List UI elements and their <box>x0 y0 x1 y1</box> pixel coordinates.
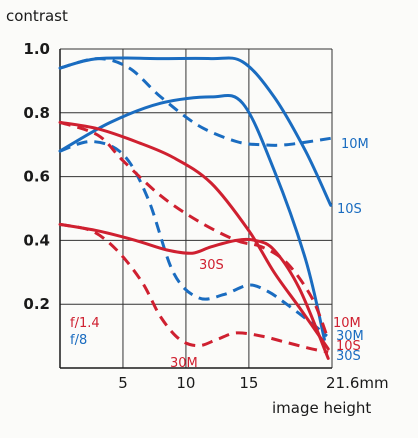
y-axis-label: contrast <box>6 7 68 25</box>
y-tick-label: 1.0 <box>23 40 50 58</box>
y-tick-label: 0.6 <box>23 168 50 186</box>
x-tick-label: 15 <box>239 374 258 392</box>
series-line-b30m <box>59 140 328 338</box>
label-blue-10m: 10M <box>341 137 369 152</box>
x-tick-label: 5 <box>118 374 128 392</box>
x-tick-label: 21.6mm <box>326 374 389 392</box>
label-blue-30m: 30M <box>336 329 364 344</box>
label-red-10s: 10S <box>336 339 361 354</box>
series-line-r10s <box>58 120 330 351</box>
label-red-30s: 30S <box>199 258 224 273</box>
series-line-b10s <box>58 56 333 207</box>
label-blue-30s: 30S <box>336 349 361 364</box>
series-line-b10m <box>59 57 331 147</box>
label-red-30m: 30M <box>170 356 198 371</box>
legend-f8: f/8 <box>70 333 87 348</box>
x-axis-label: image height <box>272 399 371 417</box>
chart-text: contrast image height f/1.4 f/8 10M 10S … <box>6 7 371 417</box>
y-tick-label: 0.2 <box>23 295 50 313</box>
y-tick-label: 0.4 <box>23 231 50 249</box>
series-line-r30m <box>59 222 329 354</box>
series-line-r30s <box>58 222 330 360</box>
legend-f14: f/1.4 <box>70 316 100 331</box>
x-tick-label: 10 <box>176 374 195 392</box>
grid <box>60 48 333 368</box>
label-blue-10s: 10S <box>337 202 362 217</box>
label-red-10m: 10M <box>333 316 361 331</box>
axes: 0.2 0.4 0.6 0.8 1.0 5 10 15 21.6mm <box>23 40 388 392</box>
series-line-b30s <box>58 93 326 341</box>
series-line-r10m <box>59 120 330 340</box>
y-tick-label: 0.8 <box>23 104 50 122</box>
series-lines <box>58 56 333 360</box>
